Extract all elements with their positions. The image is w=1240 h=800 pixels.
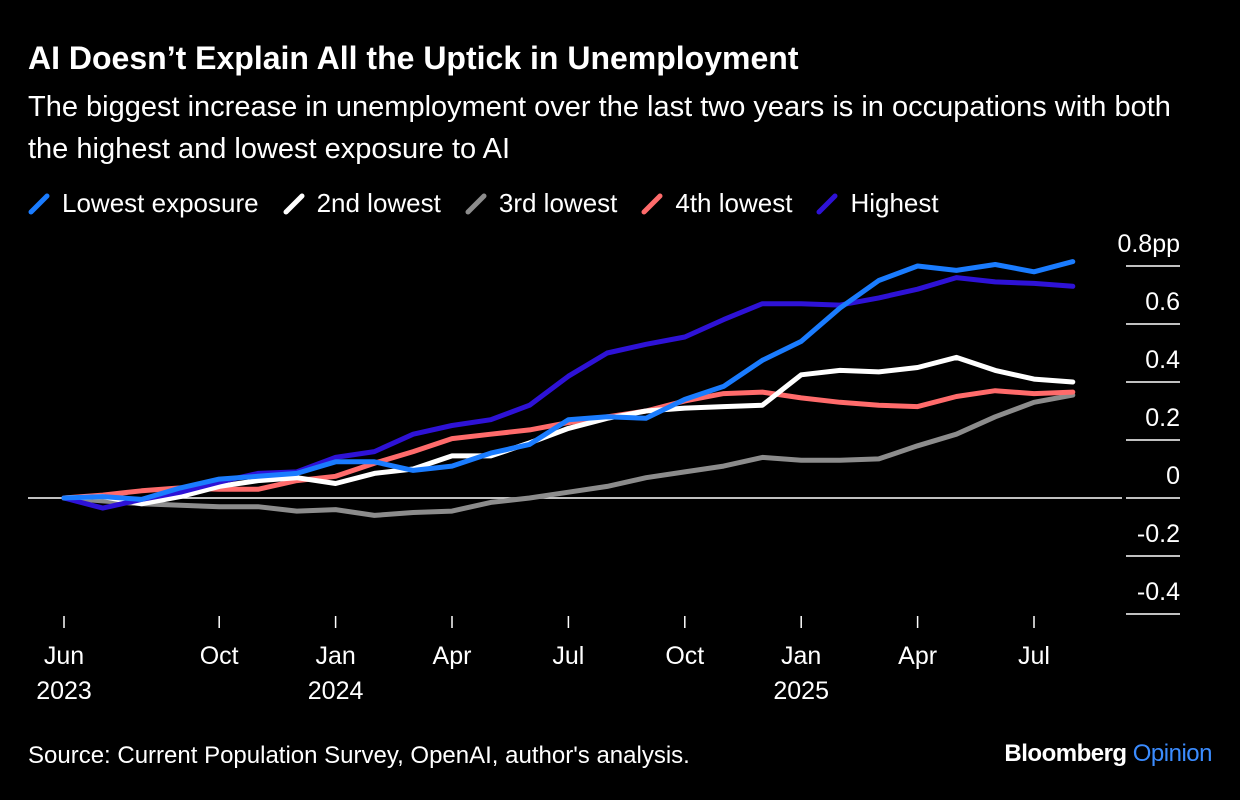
x-tick-label: Apr: [433, 642, 472, 670]
series-line-highest: [61, 275, 1076, 511]
x-tick-label: Jul: [1018, 642, 1050, 670]
legend-swatch: [641, 193, 663, 214]
x-tick-year-label: 2023: [36, 677, 92, 705]
brand-main: Bloomberg: [1004, 740, 1127, 767]
legend-item: 4th lowest: [641, 188, 792, 219]
line-chart: 0.8pp 0.6 0.4 0.2 0 -0.2 -0.4 Jun 2023 Oct Jan 2024…: [28, 230, 1180, 705]
legend-swatch: [28, 193, 50, 214]
legend-label: Highest: [850, 188, 939, 218]
x-tick-year-label: 2025: [773, 677, 829, 705]
x-tick-label: Jan: [781, 642, 821, 670]
y-tick-label: 0: [1166, 462, 1180, 490]
chart-subtitle: The biggest increase in unemployment ove…: [28, 91, 1171, 165]
bloomberg-opinion-logo: Bloomberg Opinion: [1004, 740, 1212, 768]
legend-label: Lowest exposure: [62, 188, 259, 218]
y-tick-label: -0.2: [1137, 520, 1180, 548]
brand-sub: Opinion: [1132, 740, 1213, 767]
y-tick-label: -0.4: [1137, 578, 1180, 606]
legend-label: 3rd lowest: [498, 188, 618, 218]
series-line-lowest-exposure: [61, 259, 1076, 502]
legend-label: 4th lowest: [675, 188, 793, 218]
legend-item: 2nd lowest: [283, 188, 441, 219]
x-tick-label: Jun: [44, 642, 84, 670]
x-tick-year-label: 2024: [308, 677, 364, 705]
series-line-3rd-lowest: [61, 392, 1076, 518]
legend-item: Highest: [816, 188, 939, 219]
legend-swatch: [283, 193, 305, 214]
x-tick-label: Oct: [200, 642, 239, 670]
x-tick-label: Jul: [552, 642, 584, 670]
chart-title: AI Doesn’t Explain All the Uptick in Une…: [28, 40, 799, 76]
y-tick-label: 0.2: [1145, 404, 1180, 432]
legend-swatch: [465, 193, 487, 214]
y-tick-label: 0.8pp: [1117, 230, 1180, 258]
chart-legend: Lowest exposure 2nd lowest 3rd lowest 4th l…: [28, 188, 963, 219]
legend-label: 2nd lowest: [316, 188, 441, 218]
x-tick-label: Jan: [315, 642, 355, 670]
legend-item: 3rd lowest: [465, 188, 618, 219]
legend-item: Lowest exposure: [28, 188, 259, 219]
x-tick-label: Apr: [898, 642, 937, 670]
source-note: Source: Current Population Survey, OpenA…: [28, 742, 690, 769]
series-line-2nd-lowest: [61, 354, 1076, 507]
x-tick-label: Oct: [665, 642, 704, 670]
y-tick-label: 0.4: [1145, 346, 1180, 374]
legend-swatch: [816, 193, 838, 214]
y-tick-label: 0.6: [1145, 288, 1180, 316]
